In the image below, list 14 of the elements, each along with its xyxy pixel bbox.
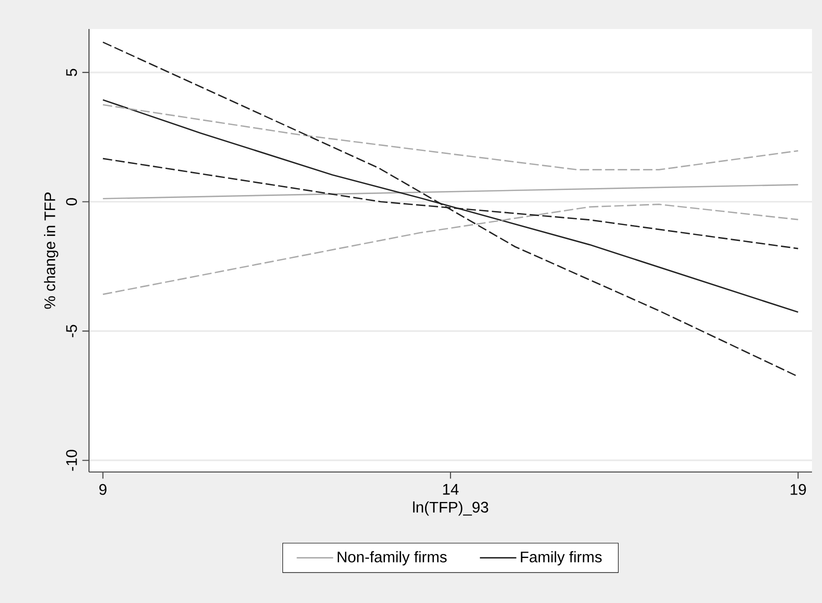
x-tick-label: 9 [99, 484, 106, 495]
x-axis-title: ln(TFP)_93 [413, 501, 488, 516]
y-axis-title: % change in TFP [44, 192, 58, 309]
y-tick-label: -5 [66, 324, 77, 338]
line-series [102, 204, 799, 295]
y-tick-label: 0 [66, 198, 77, 206]
legend-label: Family firms [520, 551, 602, 566]
y-tick-label: -10 [66, 450, 77, 471]
line-series [102, 104, 799, 170]
line-series [102, 42, 799, 378]
x-tick-label: 19 [790, 484, 806, 495]
y-tick-label: 5 [66, 68, 77, 76]
x-tick-label: 14 [443, 484, 459, 495]
legend-label: Non-family firms [338, 551, 447, 566]
